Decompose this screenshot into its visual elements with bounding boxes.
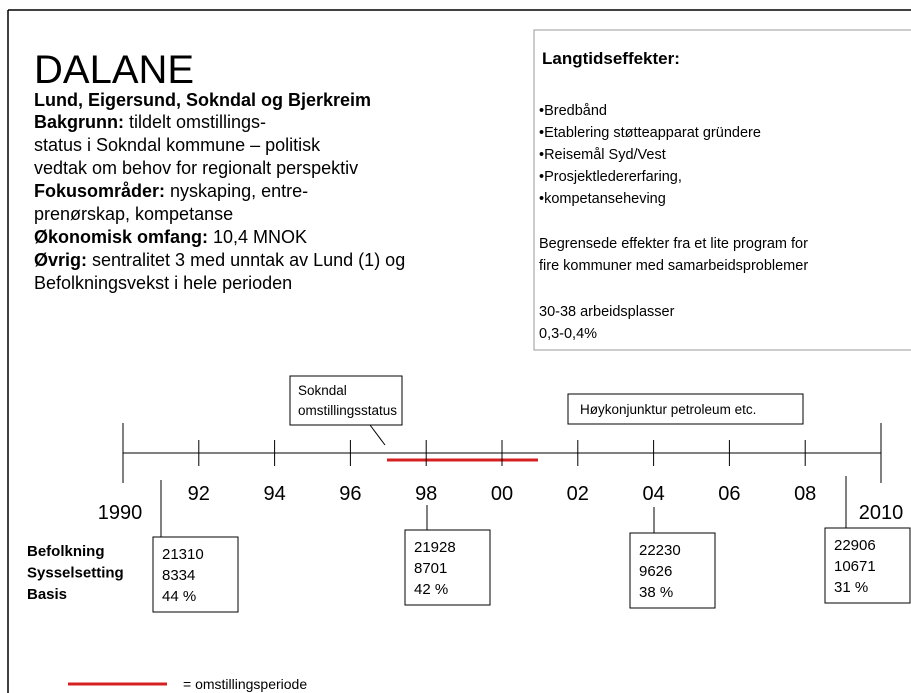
section-text: tildelt omstillings- <box>129 112 266 132</box>
timeline-label: 2010 <box>859 502 904 524</box>
effect-bullet: •Bredbånd <box>539 103 607 119</box>
effect-bullet: •Etablering støtteapparat gründere <box>539 125 761 141</box>
title: DALANE <box>34 48 194 92</box>
section-line: prenørskap, kompetanse <box>34 204 233 224</box>
section-line: vedtak om behov for regionalt perspektiv <box>34 158 358 178</box>
data-box <box>629 532 716 609</box>
data-value: 10671 <box>834 558 876 575</box>
data-value: 21928 <box>414 539 456 556</box>
timeline-label: 02 <box>567 483 589 505</box>
callout-text: omstillingsstatus <box>298 403 397 418</box>
callout-pointer <box>369 424 386 446</box>
timeline-label: 08 <box>794 483 816 505</box>
section-text: sentralitet 3 med unntak av Lund (1) og <box>92 250 405 270</box>
section-text: vedtak om behov for regionalt perspektiv <box>34 158 358 178</box>
section-line: Øvrig: sentralitet 3 med unntak av Lund (… <box>34 250 405 270</box>
section-text: status i Sokndal kommune – politisk <box>34 135 321 155</box>
section-line: status i Sokndal kommune – politisk <box>34 135 321 155</box>
timeline-label: 06 <box>718 483 740 505</box>
callout-text: Høykonjunktur petroleum etc. <box>580 402 756 417</box>
data-value: 8701 <box>414 560 447 577</box>
section-label: Bakgrunn: <box>34 112 124 132</box>
timeline-label: 98 <box>415 483 437 505</box>
callout-text: Sokndal <box>298 383 347 398</box>
section-label: Øvrig: <box>34 250 87 270</box>
section-label: Fokusområder: <box>34 181 165 201</box>
section-text: prenørskap, kompetanse <box>34 204 233 224</box>
data-value: 38 % <box>639 584 673 601</box>
data-box <box>824 527 911 604</box>
section-label: Økonomisk omfang: <box>34 227 208 247</box>
data-value: 22230 <box>639 542 681 559</box>
effect-note: fire kommuner med samarbeidsproblemer <box>539 258 808 274</box>
data-box <box>404 529 491 606</box>
section-line: Fokusområder: nyskaping, entre- <box>34 181 308 201</box>
data-value: 31 % <box>834 579 868 596</box>
timeline-label: 92 <box>188 483 210 505</box>
effect-note: 30-38 arbeidsplasser <box>539 304 675 320</box>
data-value: 42 % <box>414 581 448 598</box>
row-label: Befolkning <box>27 543 105 560</box>
section-text: nyskaping, entre- <box>170 181 308 201</box>
effect-bullet: •Prosjektledererfaring, <box>539 169 682 185</box>
timeline-label: 00 <box>491 483 513 505</box>
row-label: Sysselsetting <box>27 565 124 582</box>
data-value: 9626 <box>639 563 672 580</box>
section-text: Befolkningsvekst i hele perioden <box>34 273 292 293</box>
timeline-label: 1990 <box>98 502 143 524</box>
data-value: 22906 <box>834 537 876 554</box>
section-line: Bakgrunn: tildelt omstillings- <box>34 112 266 132</box>
data-value: 21310 <box>162 546 204 563</box>
legend-text: = omstillingsperiode <box>183 676 307 692</box>
effect-bullet: •kompetanseheving <box>539 191 666 207</box>
timeline-label: 94 <box>263 483 285 505</box>
data-box <box>152 536 239 613</box>
data-value: 8334 <box>162 567 195 584</box>
effects-heading: Langtidseffekter: <box>542 49 680 68</box>
timeline-label: 96 <box>339 483 361 505</box>
section-line: Økonomisk omfang: 10,4 MNOK <box>34 227 307 247</box>
section-line: Befolkningsvekst i hele perioden <box>34 273 292 293</box>
effects-box <box>533 29 911 351</box>
data-value: 44 % <box>162 588 196 605</box>
effect-note: Begrensede effekter fra et lite program … <box>539 236 808 252</box>
section-text: 10,4 MNOK <box>213 227 307 247</box>
subtitle: Lund, Eigersund, Sokndal og Bjerkreim <box>34 90 371 110</box>
row-label: Basis <box>27 586 67 603</box>
callout-box <box>567 393 804 425</box>
timeline-label: 04 <box>642 483 664 505</box>
callout-box <box>289 375 403 426</box>
effect-note: 0,3-0,4% <box>539 326 597 342</box>
effect-bullet: •Reisemål Syd/Vest <box>539 147 666 163</box>
